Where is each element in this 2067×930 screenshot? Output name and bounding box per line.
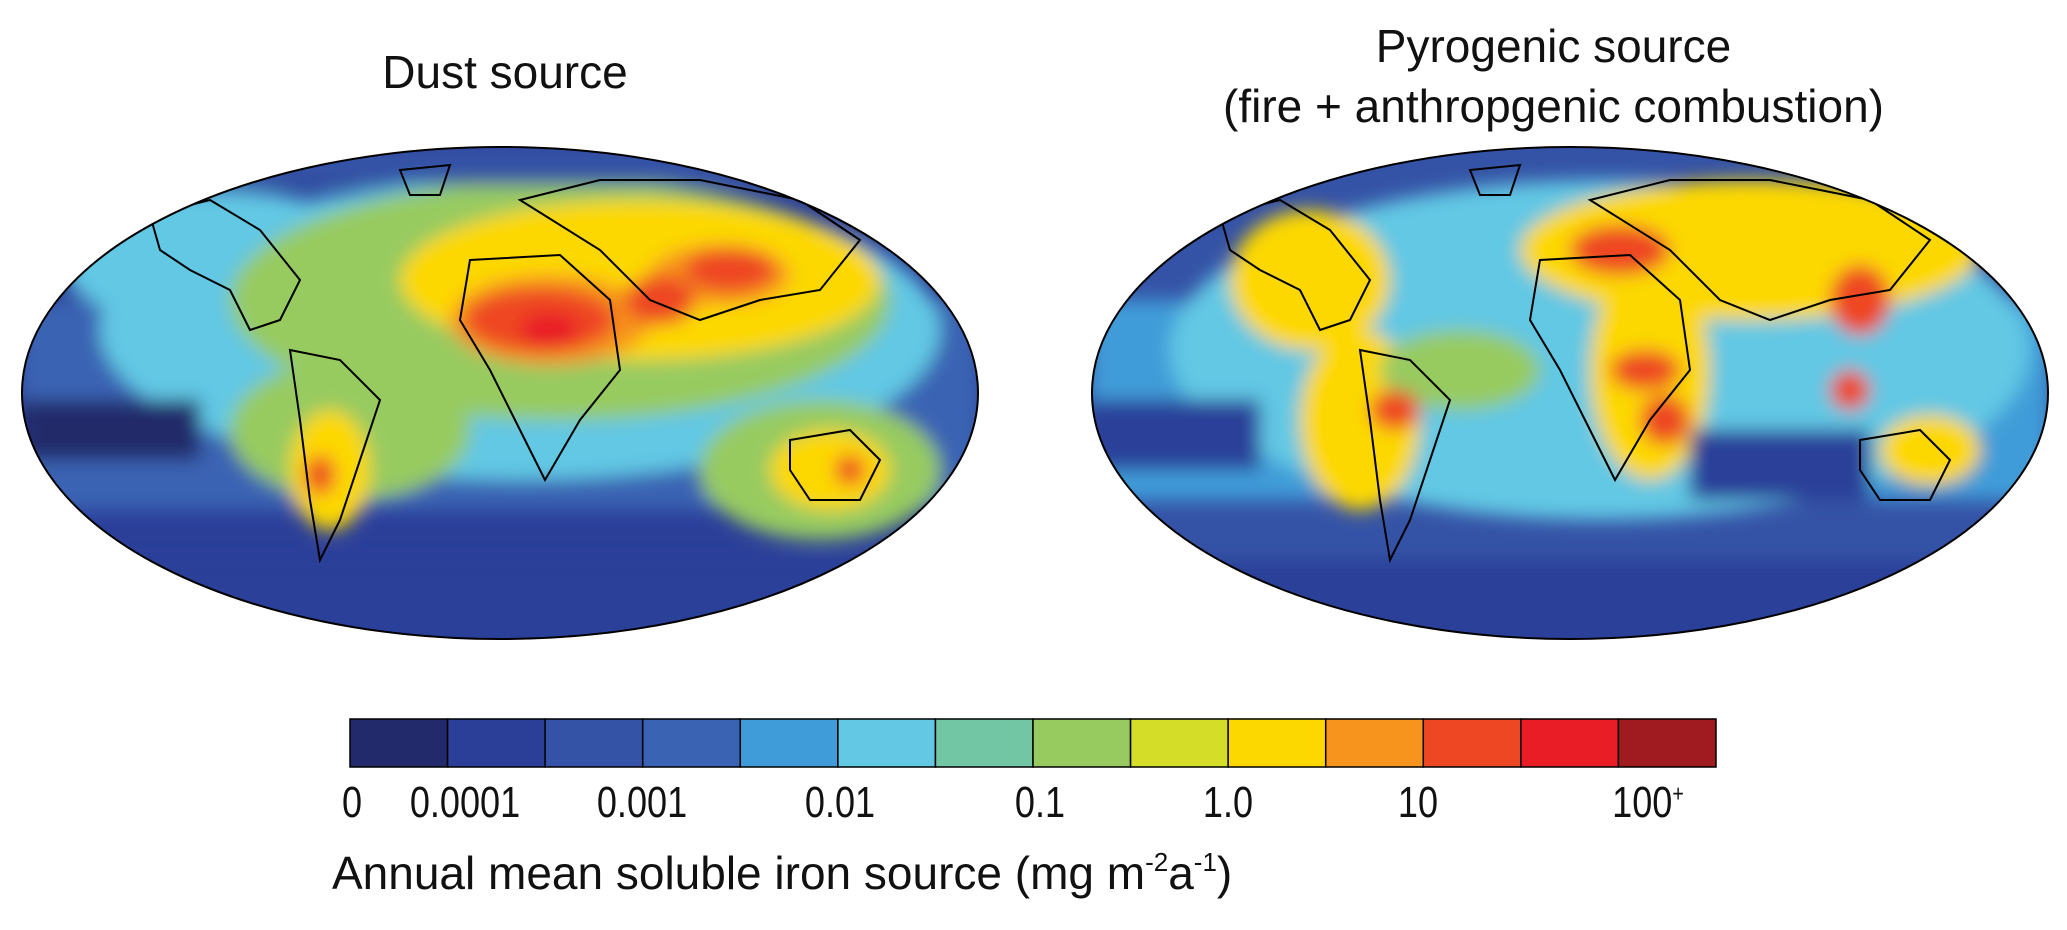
colorbar-swatch (934, 718, 1034, 768)
colorbar-swatch (1422, 718, 1522, 768)
colorbar-tick-label: 0 (341, 778, 363, 827)
colorbar-swatch (1032, 718, 1132, 768)
colorbar-tick-label: 10 (1397, 778, 1439, 827)
colorbar-tick-label: 100+ (1612, 778, 1684, 827)
tick-superscript: + (1672, 780, 1684, 808)
dust-source-map (21, 146, 979, 640)
colorbar-swatch (1227, 718, 1327, 768)
colorbar-tick-label: 0.01 (804, 778, 876, 827)
colorbar-swatch (837, 718, 937, 768)
colorbar-swatch (349, 718, 449, 768)
colorbar-swatch (446, 718, 546, 768)
dust-map-title: Dust source (382, 46, 628, 98)
pyrogenic-map-title: Pyrogenic source (fire + anthropgenic co… (1223, 20, 1884, 132)
colorbar-swatch (544, 718, 644, 768)
colorbar-swatch (641, 718, 742, 768)
colorbar-swatch (1617, 718, 1717, 768)
colorbar-swatch (1324, 718, 1425, 768)
colorbar-tick-label: 1.0 (1202, 778, 1254, 827)
colorbar-swatch (1129, 718, 1229, 768)
pyrogenic-source-map (1091, 146, 2049, 640)
colorbar (349, 718, 1717, 768)
colorbar-tick-label: 0.0001 (409, 778, 521, 827)
colorbar-tick-label: 0.001 (596, 778, 688, 827)
colorbar-tick-label: 0.1 (1014, 778, 1066, 827)
colorbar-swatch (739, 718, 839, 768)
colorbar-swatch (1520, 718, 1620, 768)
colorbar-label: Annual mean soluble iron source (mg m-2a… (332, 847, 1233, 899)
